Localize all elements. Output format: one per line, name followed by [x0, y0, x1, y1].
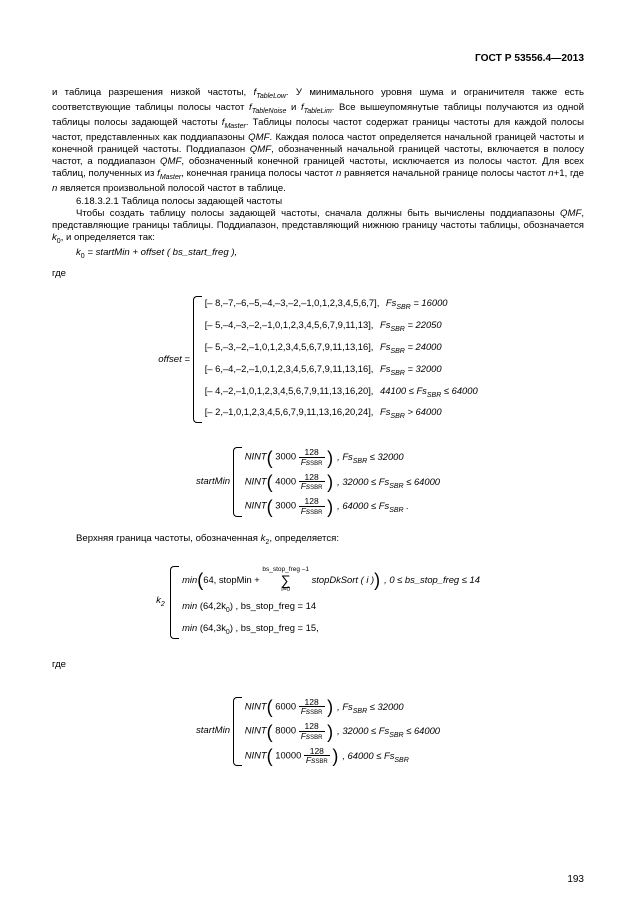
startmin-equation-2: startMin NINT( 6000 128FsSBR ), FsSBR ≤ …: [52, 695, 584, 769]
where-2: где: [52, 659, 584, 671]
paragraph-3: Верхняя граница частоты, обозначенная k2…: [52, 533, 584, 548]
section-number: 6.18.3.2.1 Таблица полосы задающей часто…: [52, 196, 584, 208]
startmin-equation-1: startMin NINT( 3000 128FsSBR ), FsSBR ≤ …: [52, 445, 584, 519]
k2-equation: k2 min(64, stopMin + bs_stop_freg –1∑i=0…: [52, 564, 584, 641]
paragraph-1: и таблица разрешения низкой частоты, fTa…: [52, 87, 584, 262]
offset-equation: offset = [– 8,–7,–6,–5,–4,–3,–2,–1,0,1,2…: [52, 294, 584, 425]
doc-header: ГОСТ Р 53556.4—2013: [52, 52, 584, 65]
where-1: где: [52, 268, 584, 280]
page-number: 193: [567, 874, 584, 885]
